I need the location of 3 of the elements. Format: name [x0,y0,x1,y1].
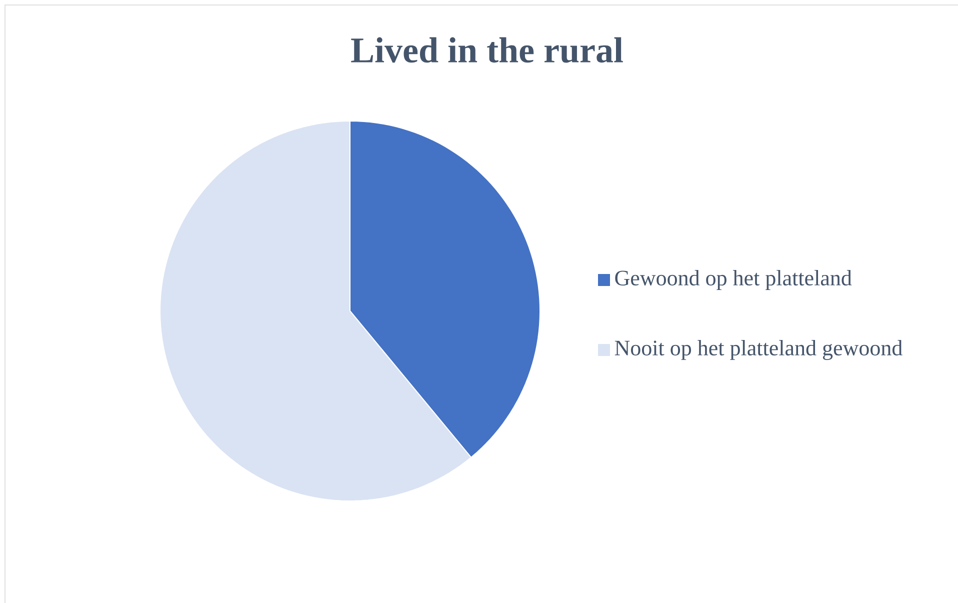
legend-label: Gewoond op het platteland [615,270,852,290]
legend-label: Nooit op het platteland gewoond [614,340,902,360]
chart-title: Lived in the rural [351,37,623,63]
